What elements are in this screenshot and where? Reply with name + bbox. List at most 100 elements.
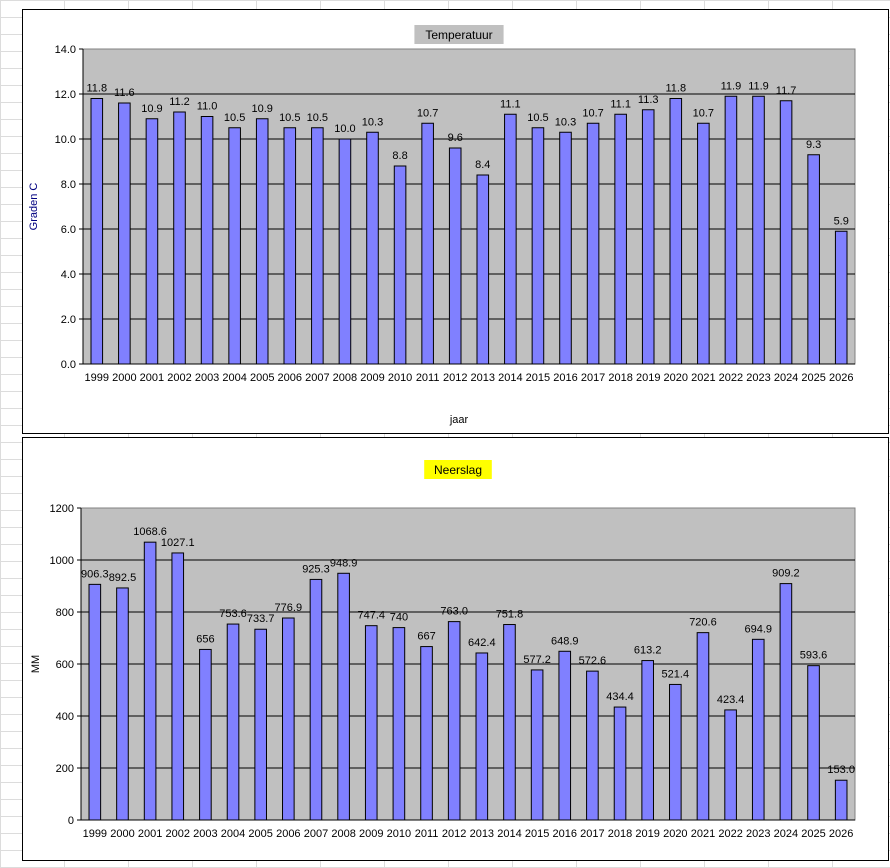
bar-2008 bbox=[338, 138, 352, 365]
x-tick-label: 2000 bbox=[112, 372, 136, 384]
y-tick-label: 400 bbox=[56, 711, 74, 723]
temperature-chart-svg: 0.0 2.0 4.0 6.0 8.0 10.0 12.0 14.0 11.8 1999 11.6 2… bbox=[28, 25, 856, 426]
bar-2025 bbox=[807, 154, 820, 365]
bar-2014 bbox=[503, 624, 516, 821]
data-label: 10.9 bbox=[252, 103, 273, 115]
x-tick-label: 2015 bbox=[525, 828, 549, 840]
bar-2015 bbox=[531, 127, 545, 365]
x-tick-label: 1999 bbox=[85, 372, 109, 384]
x-tick-label: 2015 bbox=[526, 372, 550, 384]
data-label: 10.7 bbox=[582, 107, 603, 119]
chart-title: Temperatuur bbox=[425, 28, 492, 42]
x-tick-label: 2011 bbox=[415, 828, 439, 840]
bar-2005 bbox=[255, 118, 269, 365]
bar-2019 bbox=[641, 109, 655, 365]
y-axis-title: MM bbox=[30, 655, 42, 673]
bar-2021 bbox=[697, 122, 710, 365]
temperature-chart[interactable]: 0.0 2.0 4.0 6.0 8.0 10.0 12.0 14.0 11.8 1999 11.6 2… bbox=[22, 9, 889, 434]
bar-2002 bbox=[173, 111, 186, 365]
data-label: 9.6 bbox=[448, 132, 463, 144]
data-label: 593.6 bbox=[800, 650, 828, 662]
x-tick-label: 2002 bbox=[167, 372, 191, 384]
x-tick-label: 2020 bbox=[663, 828, 687, 840]
x-tick-label: 2008 bbox=[331, 828, 355, 840]
x-tick-label: 2018 bbox=[608, 828, 632, 840]
x-tick-label: 2014 bbox=[497, 828, 521, 840]
y-tick-label: 1000 bbox=[50, 555, 74, 567]
x-tick-label: 2014 bbox=[498, 372, 522, 384]
data-label: 10.0 bbox=[334, 123, 355, 135]
y-tick-label: 800 bbox=[56, 607, 74, 619]
bar-2013 bbox=[476, 174, 490, 365]
bar-2007 bbox=[311, 127, 324, 365]
y-tick-label: 1200 bbox=[50, 503, 74, 515]
chart-title-bg bbox=[424, 460, 492, 479]
bar-2002 bbox=[171, 552, 185, 821]
x-tick-label: 2025 bbox=[801, 828, 825, 840]
bar-2022 bbox=[724, 709, 737, 821]
data-label: 733.7 bbox=[247, 613, 275, 625]
data-label: 747.4 bbox=[357, 610, 385, 622]
data-label: 11.8 bbox=[665, 83, 686, 95]
bar-2000 bbox=[116, 587, 129, 821]
y-tick-label: 12.0 bbox=[55, 89, 76, 101]
data-label: 10.7 bbox=[693, 107, 714, 119]
bar-2023 bbox=[751, 638, 765, 821]
data-label: 11.1 bbox=[500, 98, 521, 110]
data-label: 740 bbox=[390, 612, 408, 624]
data-label: 11.8 bbox=[86, 83, 107, 95]
bar-1999 bbox=[88, 583, 102, 821]
bar-2016 bbox=[558, 650, 572, 821]
bar-2009 bbox=[366, 131, 379, 365]
data-label: 11.0 bbox=[197, 101, 218, 113]
bar-2020 bbox=[669, 683, 682, 821]
data-label: 751.8 bbox=[496, 609, 524, 621]
x-tick-label: 2023 bbox=[746, 828, 770, 840]
x-tick-label: 2006 bbox=[276, 828, 300, 840]
data-label: 8.8 bbox=[392, 150, 407, 162]
x-tick-label: 2003 bbox=[193, 828, 217, 840]
bar-2025 bbox=[807, 665, 820, 821]
bar-2018 bbox=[614, 113, 627, 365]
bar-2019 bbox=[641, 660, 654, 821]
data-label: 11.9 bbox=[721, 80, 742, 92]
bar-2001 bbox=[145, 118, 159, 365]
x-tick-label: 1999 bbox=[83, 828, 107, 840]
data-label: 753.6 bbox=[219, 608, 247, 620]
data-label: 11.3 bbox=[638, 94, 659, 106]
data-label: 667 bbox=[417, 631, 435, 643]
data-label: 423.4 bbox=[717, 694, 745, 706]
data-label: 10.5 bbox=[527, 112, 548, 124]
bar-2017 bbox=[586, 122, 600, 365]
x-tick-label: 2005 bbox=[248, 828, 272, 840]
precipitation-chart[interactable]: 0 200 400 600 800 1000 1200 906.3 1999 892.5 2000 1… bbox=[22, 437, 889, 861]
data-label: 577.2 bbox=[523, 654, 551, 666]
data-label: 1068.6 bbox=[133, 526, 167, 538]
chart-title-bg bbox=[414, 25, 504, 44]
plot-area bbox=[82, 48, 856, 365]
bar-2014 bbox=[504, 113, 517, 365]
x-tick-label: 2017 bbox=[580, 828, 604, 840]
x-tick-label: 2011 bbox=[416, 372, 440, 384]
data-label: 8.4 bbox=[475, 159, 490, 171]
data-label: 10.5 bbox=[279, 112, 300, 124]
bar-2009 bbox=[364, 625, 378, 821]
bar-2021 bbox=[696, 632, 710, 821]
x-tick-label: 2004 bbox=[222, 372, 246, 384]
y-tick-label: 200 bbox=[56, 763, 74, 775]
x-tick-label: 2008 bbox=[333, 372, 357, 384]
data-label: 763.0 bbox=[440, 606, 468, 618]
bar-2024 bbox=[779, 100, 793, 365]
data-label: 572.6 bbox=[579, 655, 607, 667]
x-tick-label: 2017 bbox=[581, 372, 605, 384]
x-tick-label: 2025 bbox=[801, 372, 825, 384]
x-tick-label: 2024 bbox=[774, 828, 798, 840]
bar-2026 bbox=[834, 779, 848, 821]
x-tick-label: 2016 bbox=[553, 372, 577, 384]
x-tick-label: 2016 bbox=[553, 828, 577, 840]
data-label: 11.7 bbox=[776, 85, 797, 97]
data-label: 153.0 bbox=[827, 764, 855, 776]
data-label: 11.1 bbox=[610, 98, 631, 110]
bar-2004 bbox=[226, 623, 240, 821]
bar-1999 bbox=[90, 98, 104, 365]
